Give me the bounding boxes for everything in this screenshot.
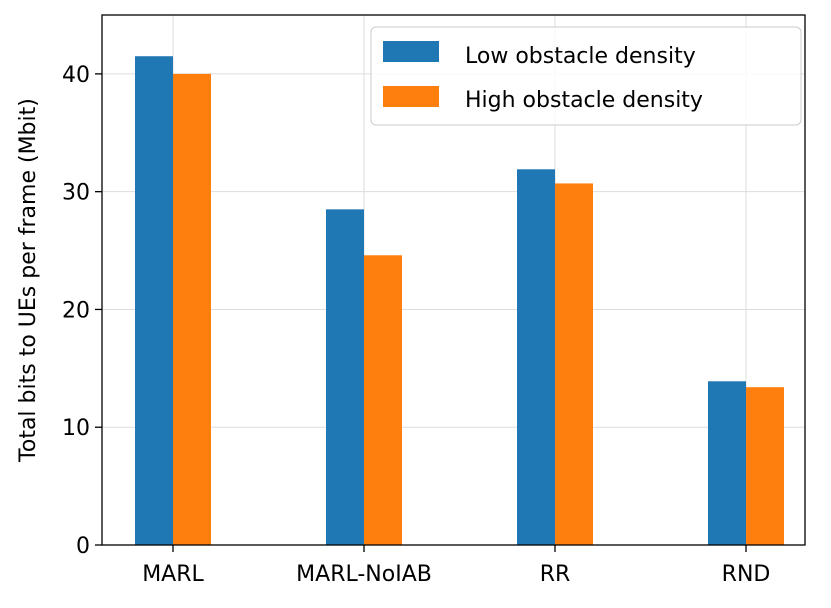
x-tick-label: RR — [540, 562, 571, 587]
bar-low-density — [708, 381, 746, 545]
legend-swatch-high-density — [383, 86, 439, 107]
y-axis-title: Total bits to UEs per frame (Mbit) — [16, 98, 41, 463]
legend-swatch-low-density — [383, 41, 439, 62]
x-tick-label: MARL — [142, 562, 204, 587]
plot-frame — [101, 14, 806, 546]
y-tick-label: 0 — [76, 534, 90, 559]
bar-high-density — [555, 183, 593, 545]
legend-label-high-density: High obstacle density — [465, 88, 703, 113]
bar-low-density — [326, 209, 364, 546]
bar-high-density — [173, 73, 211, 545]
bars-layer — [135, 56, 784, 546]
legend: Low obstacle density High obstacle densi… — [370, 26, 802, 126]
bar-low-density — [135, 56, 173, 545]
legend-label-low-density: Low obstacle density — [465, 44, 696, 69]
bar-high-density — [364, 255, 402, 545]
axes-layer: 0 10 20 30 40 MARL MARL-NoIAB RR RND — [62, 63, 770, 587]
y-tick-label: 40 — [62, 63, 90, 88]
y-tick-label: 10 — [62, 416, 90, 441]
y-tick-label: 30 — [62, 181, 90, 206]
x-tick-label: MARL-NoIAB — [296, 562, 432, 587]
bar-high-density — [746, 387, 784, 545]
x-tick-label: RND — [722, 562, 771, 587]
bar-low-density — [517, 169, 555, 546]
y-tick-label: 20 — [62, 298, 90, 323]
legend-frame — [370, 26, 802, 126]
